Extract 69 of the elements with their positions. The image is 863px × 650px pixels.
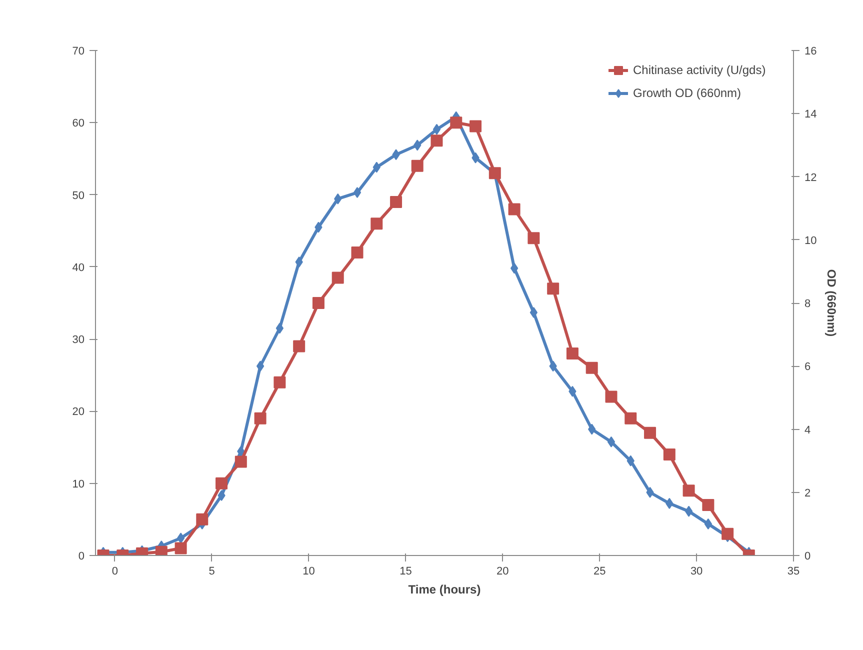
y-tick-label: 40 (72, 262, 85, 274)
point (293, 340, 306, 352)
y-tick-label: 20 (72, 406, 85, 418)
y2-tick-label: 4 (804, 424, 811, 436)
point (663, 448, 676, 460)
point (234, 456, 247, 468)
point (547, 282, 560, 295)
point (586, 362, 598, 374)
x-tick-label: 10 (302, 566, 315, 578)
point (332, 272, 344, 284)
point (470, 120, 482, 132)
point (530, 306, 538, 318)
y-tick-label: 50 (72, 190, 85, 202)
point (430, 134, 443, 147)
legend-label: Growth OD (660nm) (633, 86, 742, 100)
point (276, 322, 284, 334)
y2-tick-label: 8 (804, 298, 811, 310)
point (390, 196, 402, 208)
y2-tick-label: 16 (804, 46, 817, 58)
y2-tick-label: 0 (804, 550, 811, 562)
point (351, 246, 364, 258)
y2-tick-label: 12 (804, 172, 817, 184)
point (411, 160, 424, 172)
y2-tick-label: 14 (804, 108, 817, 121)
point (607, 436, 616, 448)
x-tick-label: 5 (208, 566, 215, 578)
point (155, 546, 168, 556)
point (528, 232, 540, 244)
point (566, 348, 578, 360)
x-tick-label: 35 (787, 566, 800, 578)
x-axis-title: Time (hours) (408, 582, 481, 596)
point (450, 116, 462, 129)
x-tick-label: 20 (496, 566, 509, 578)
y2-tick-label: 2 (804, 487, 811, 500)
point (274, 376, 286, 388)
point (684, 506, 693, 517)
y-tick-label: 70 (72, 46, 85, 58)
point (605, 390, 618, 403)
x-tick-label: 0 (112, 566, 118, 578)
y-tick-label: 10 (72, 478, 85, 490)
point (216, 477, 228, 490)
point (722, 528, 734, 540)
point (644, 426, 656, 439)
point (704, 518, 712, 530)
point (682, 484, 695, 497)
point (256, 360, 264, 372)
x-tick-label: 25 (593, 566, 606, 578)
point (176, 532, 185, 544)
y-tick-label: 30 (72, 334, 85, 346)
point (254, 412, 266, 424)
point (196, 513, 208, 526)
y2-tick-label: 6 (804, 361, 811, 374)
point (353, 187, 362, 198)
point (174, 542, 187, 554)
point (312, 297, 324, 309)
point (370, 218, 383, 230)
point (508, 203, 520, 216)
point (702, 499, 714, 511)
y-tick-label: 60 (72, 118, 85, 130)
point (510, 262, 518, 274)
point (432, 124, 441, 135)
point (624, 412, 637, 424)
y2-tick-label: 10 (804, 234, 817, 247)
y-tick-label: 0 (78, 550, 85, 562)
x-tick-label: 15 (400, 566, 412, 578)
y2-axis-title: OD (660nm) (824, 269, 839, 337)
point (488, 167, 501, 180)
legend-label: Chitinase activity (U/gds) (633, 63, 767, 77)
x-tick-label: 30 (690, 566, 703, 578)
